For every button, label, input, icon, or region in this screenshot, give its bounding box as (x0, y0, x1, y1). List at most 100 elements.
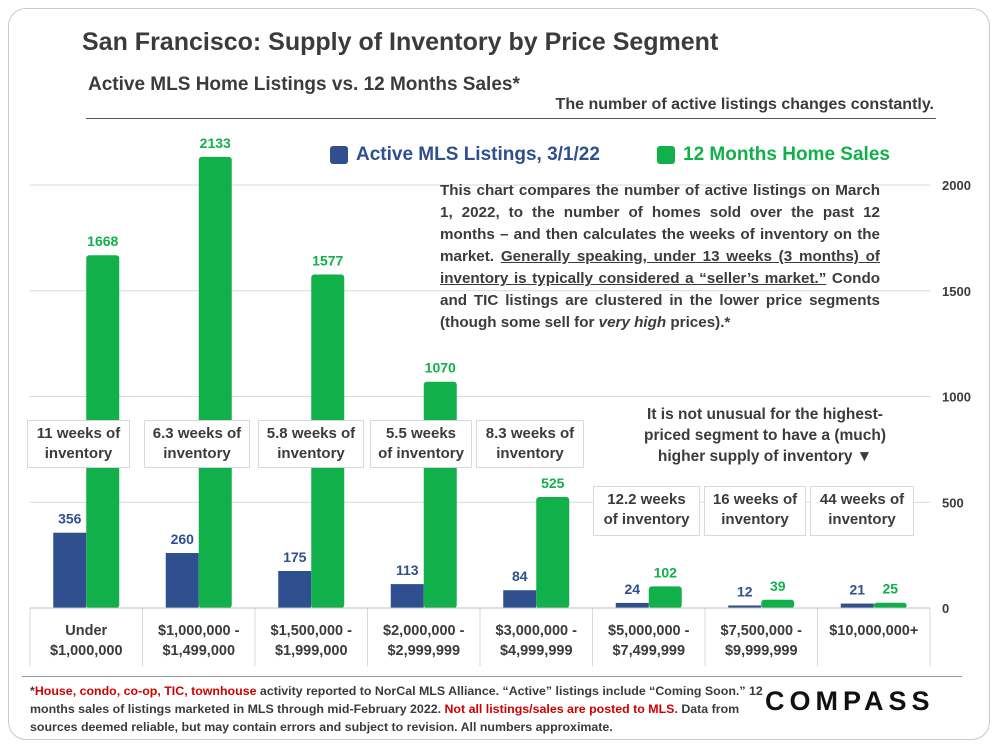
data-label: 24 (624, 581, 640, 597)
weeks-box: 6.3 weeks of inventory (144, 420, 250, 468)
sales-bar (873, 602, 907, 608)
weeks-line: 16 weeks of (712, 491, 798, 508)
x-tick-label: $2,000,000 - (383, 623, 465, 639)
x-tick-label: $9,999,999 (725, 643, 798, 659)
listings-bar (165, 553, 199, 608)
x-tick-label: $1,499,000 (162, 643, 235, 659)
data-label: 21 (849, 582, 865, 598)
data-label: 84 (512, 568, 528, 584)
y-tick-label: 0 (942, 601, 949, 616)
weeks-box: 44 weeks of inventory (810, 486, 914, 536)
data-label-bg (730, 580, 759, 601)
page-title: San Francisco: Supply of Inventory by Pr… (82, 28, 719, 56)
header-divider (86, 118, 936, 119)
weeks-line: inventory (277, 445, 345, 462)
weeks-line: 5.5 weeks (385, 425, 457, 442)
legend-label-listings: Active MLS Listings, 3/1/22 (356, 144, 600, 165)
y-tick-label: 1000 (942, 390, 971, 405)
footnote-red-2: Not all listings/sales are posted to MLS (444, 702, 675, 716)
listings-bar (840, 603, 874, 608)
legend-label-sales: 12 Months Home Sales (683, 144, 890, 165)
listings-bar (278, 570, 312, 608)
weeks-line: inventory (44, 445, 113, 462)
x-tick-label: $7,500,000 - (721, 623, 803, 639)
x-tick-label: $1,000,000 (50, 643, 123, 659)
data-label: 1668 (87, 233, 118, 249)
data-label: 12 (737, 583, 753, 599)
data-label-bg (618, 577, 647, 598)
data-label-bg (51, 507, 89, 528)
x-tick-label: $1,000,000 - (158, 623, 240, 639)
weeks-box: 11 weeks of inventory (27, 420, 130, 468)
weeks-box: 5.5 weeks of inventory (370, 420, 472, 468)
x-tick-label: $2,999,999 (387, 643, 460, 659)
data-label: 113 (396, 562, 419, 578)
footnote: *House, condo, co-op, TIC, townhouse act… (30, 682, 790, 736)
listings-bar (728, 605, 762, 608)
data-label-bg (505, 565, 534, 586)
note-underlined-text: Generally speaking, under 13 weeks (3 mo… (440, 248, 880, 287)
note-text-3: prices).* (666, 314, 731, 331)
weeks-line: 8.3 weeks of (485, 425, 575, 442)
note-text-1: This chart compares the number of active… (440, 182, 880, 265)
x-tick-label: $4,999,999 (500, 643, 573, 659)
data-label-bg (388, 559, 426, 580)
sales-bar (198, 156, 232, 609)
y-tick-label: 500 (942, 495, 964, 510)
sales-bar (648, 586, 682, 608)
y-tick-label: 2000 (942, 178, 971, 193)
weeks-line: 5.8 weeks of (266, 425, 356, 442)
footnote-text-2: . Data from sources deemed reliable, but… (30, 702, 740, 734)
top-note: The number of active listings changes co… (555, 96, 934, 113)
weeks-line: inventory (721, 511, 789, 528)
weeks-line: inventory (828, 511, 896, 528)
listings-bar (53, 532, 87, 608)
x-tick-label: $3,000,000 - (496, 623, 578, 639)
highest-segment-note: It is not unusual for the highest-priced… (643, 406, 887, 465)
data-label: 260 (171, 531, 195, 547)
x-tick-label: Under (65, 623, 107, 639)
note-italic-text: very high (598, 314, 667, 331)
data-label: 1070 (425, 360, 456, 376)
data-label: 525 (541, 475, 565, 491)
x-tick-label: $1,999,000 (275, 643, 348, 659)
x-tick-label: $10,000,000+ (829, 623, 918, 639)
x-tick-label: $7,499,999 (612, 643, 685, 659)
footnote-red-1: House, condo, co-op, TIC, townhouse (34, 684, 257, 698)
data-label-bg (163, 528, 201, 549)
weeks-line: of inventory (378, 445, 464, 462)
weeks-line: 11 weeks of (36, 425, 121, 442)
footnote-star: * (30, 684, 35, 698)
sales-bar (536, 496, 570, 608)
x-tick-label: $1,500,000 - (271, 623, 353, 639)
weeks-line: inventory (496, 445, 564, 462)
data-label: 356 (58, 511, 82, 527)
data-label: 39 (770, 578, 786, 594)
footnote-text-1: activity reported to NorCal MLS Alliance… (30, 684, 763, 716)
weeks-box: 5.8 weeks of inventory (258, 420, 364, 468)
data-label-bg (843, 578, 872, 599)
note-text-2: Condo and TIC listings are clustered in … (440, 270, 881, 331)
weeks-line: 44 weeks of (819, 491, 905, 508)
legend-listings: Active MLS Listings, 3/1/22 (330, 144, 600, 166)
weeks-line: of inventory (603, 511, 690, 528)
listings-bar (503, 590, 537, 608)
listings-bar (615, 602, 649, 608)
sales-bar (423, 381, 457, 608)
data-label: 25 (882, 581, 898, 597)
data-label: 2133 (200, 135, 231, 151)
legend-swatch-sales (657, 146, 675, 164)
y-tick-label: 1500 (942, 284, 971, 299)
legend-sales: 12 Months Home Sales (657, 144, 890, 166)
x-tick-label: $5,000,000 - (608, 623, 690, 639)
weeks-box: 8.3 weeks of inventory (476, 420, 584, 468)
weeks-box: 12.2 weeks of inventory (593, 486, 700, 536)
data-label-bg (276, 545, 314, 566)
page-subtitle: Active MLS Home Listings vs. 12 Months S… (88, 74, 520, 95)
listings-bar (390, 584, 424, 608)
data-label: 102 (654, 564, 678, 580)
chart-explanation-note: This chart compares the number of active… (440, 180, 880, 334)
weeks-line: 6.3 weeks of (152, 425, 242, 442)
weeks-line: inventory (163, 445, 231, 462)
compass-logo: COMPASS (765, 686, 935, 716)
